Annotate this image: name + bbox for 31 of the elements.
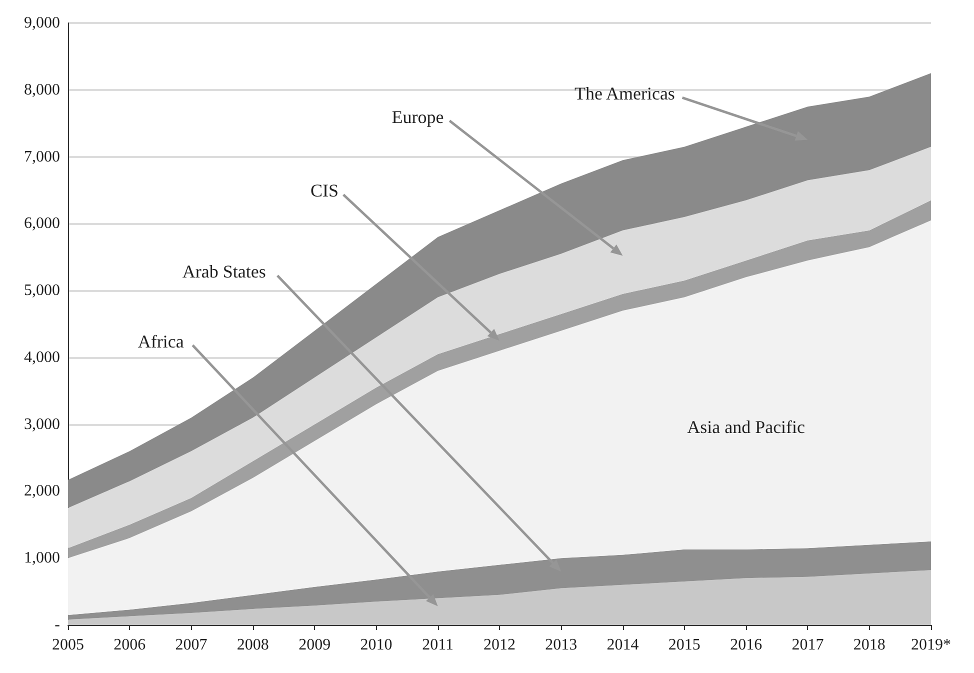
x-tick-label: 2009 [298, 636, 331, 654]
text: Africa [138, 331, 184, 352]
y-tick-label: 8,000 [24, 81, 60, 98]
text: The Americas [574, 84, 675, 104]
x-tick-label: 2019* [911, 636, 951, 654]
text: CIS [310, 180, 339, 201]
x-tick-label: 2015 [668, 636, 700, 654]
y-tick-label: 3,000 [24, 416, 60, 433]
x-tick-label: 2017 [792, 636, 824, 654]
y-tick-label: 5,000 [24, 282, 60, 300]
x-tick-label: 2008 [236, 636, 269, 654]
y-tick-label: - [54, 616, 60, 634]
x-tick-label: 2016 [730, 636, 762, 654]
y-tick-label: 1,000 [24, 550, 60, 567]
x-tick-label: 2007 [175, 636, 208, 654]
y-tick-label: 4,000 [24, 348, 60, 366]
x-tick-label: 2006 [114, 636, 146, 654]
y-tick-label: 7,000 [24, 148, 60, 166]
x-tick-label: 2010 [360, 636, 392, 654]
y-tick-label: 9,000 [24, 14, 60, 32]
series-label: Asia and Pacific [687, 416, 806, 437]
x-tick-label: 2013 [545, 636, 578, 654]
y-tick-label: 2,000 [24, 482, 60, 500]
x-tick-label: 2018 [853, 636, 886, 654]
x-tick-label: 2014 [606, 636, 639, 654]
x-tick-label: 2005 [52, 636, 84, 654]
x-tick-label: 2012 [484, 636, 516, 654]
y-tick-label: 6,000 [24, 215, 60, 232]
text: Europe [392, 106, 444, 127]
x-tick-label: 2011 [422, 636, 454, 654]
text: Arab States [182, 262, 266, 282]
